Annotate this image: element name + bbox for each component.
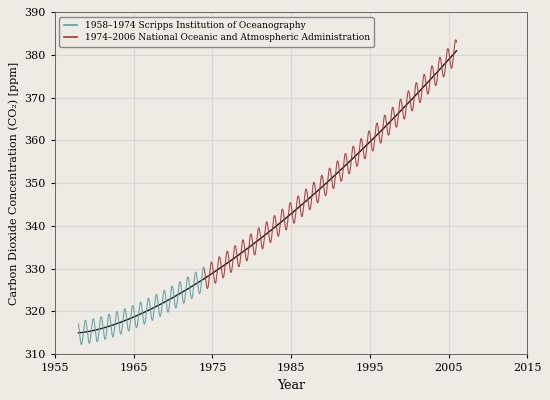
Y-axis label: Carbon Dioxide Concentration (CO₂) [ppm]: Carbon Dioxide Concentration (CO₂) [ppm] bbox=[8, 62, 19, 305]
Legend: 1958–1974 Scripps Institution of Oceanography, 1974–2006 National Oceanic and At: 1958–1974 Scripps Institution of Oceanog… bbox=[59, 17, 375, 46]
X-axis label: Year: Year bbox=[277, 379, 305, 392]
